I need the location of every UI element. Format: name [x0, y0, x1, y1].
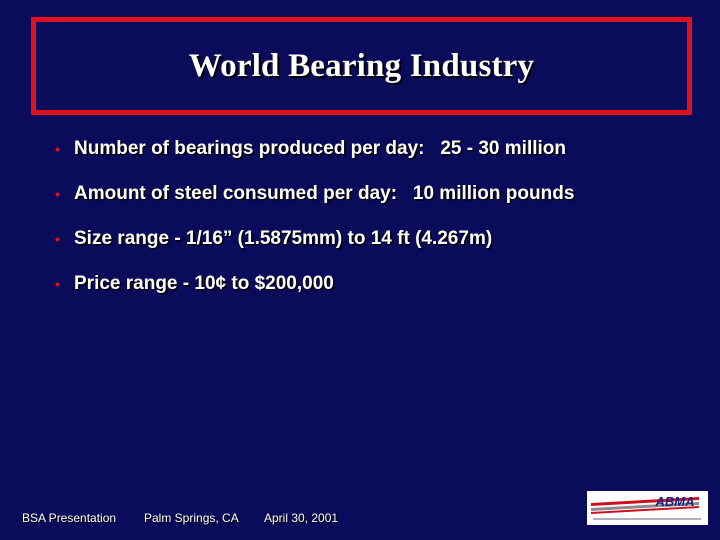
- logo-stripe-red: [591, 497, 699, 506]
- bullet-text: Amount of steel consumed per day: 10 mil…: [74, 183, 575, 204]
- title-box: World Bearing Industry: [31, 17, 692, 115]
- bullet-item: • Number of bearings produced per day: 2…: [55, 136, 695, 181]
- bullet-marker: •: [55, 276, 60, 292]
- logo-stripe-gray: [591, 502, 699, 511]
- logo-stripe-red-2: [591, 506, 699, 514]
- bullet-text: Price range - 10¢ to $200,000: [74, 273, 334, 294]
- bullet-text: Size range - 1/16” (1.5875mm) to 14 ft (…: [74, 228, 493, 249]
- bullet-item: • Amount of steel consumed per day: 10 m…: [55, 181, 695, 226]
- bullet-item: • Size range - 1/16” (1.5875mm) to 14 ft…: [55, 226, 695, 271]
- bullet-list: • Number of bearings produced per day: 2…: [55, 136, 695, 316]
- logo-tagline-line: [593, 518, 701, 520]
- footer-date: April 30, 2001: [264, 511, 339, 525]
- slide-title: World Bearing Industry: [188, 47, 535, 84]
- bullet-text: Number of bearings produced per day: 25 …: [74, 138, 566, 159]
- bullet-marker: •: [55, 141, 60, 157]
- abma-logo-icon: ABMA: [587, 491, 708, 525]
- bullet-marker: •: [55, 186, 60, 202]
- footer-location: Palm Springs, CA: [144, 511, 239, 525]
- bullet-item: • Price range - 10¢ to $200,000: [55, 271, 695, 316]
- bullet-marker: •: [55, 231, 60, 247]
- footer-presentation: BSA Presentation: [22, 511, 117, 525]
- logo-text: ABMA: [655, 494, 695, 509]
- abma-logo: ABMA: [587, 491, 708, 525]
